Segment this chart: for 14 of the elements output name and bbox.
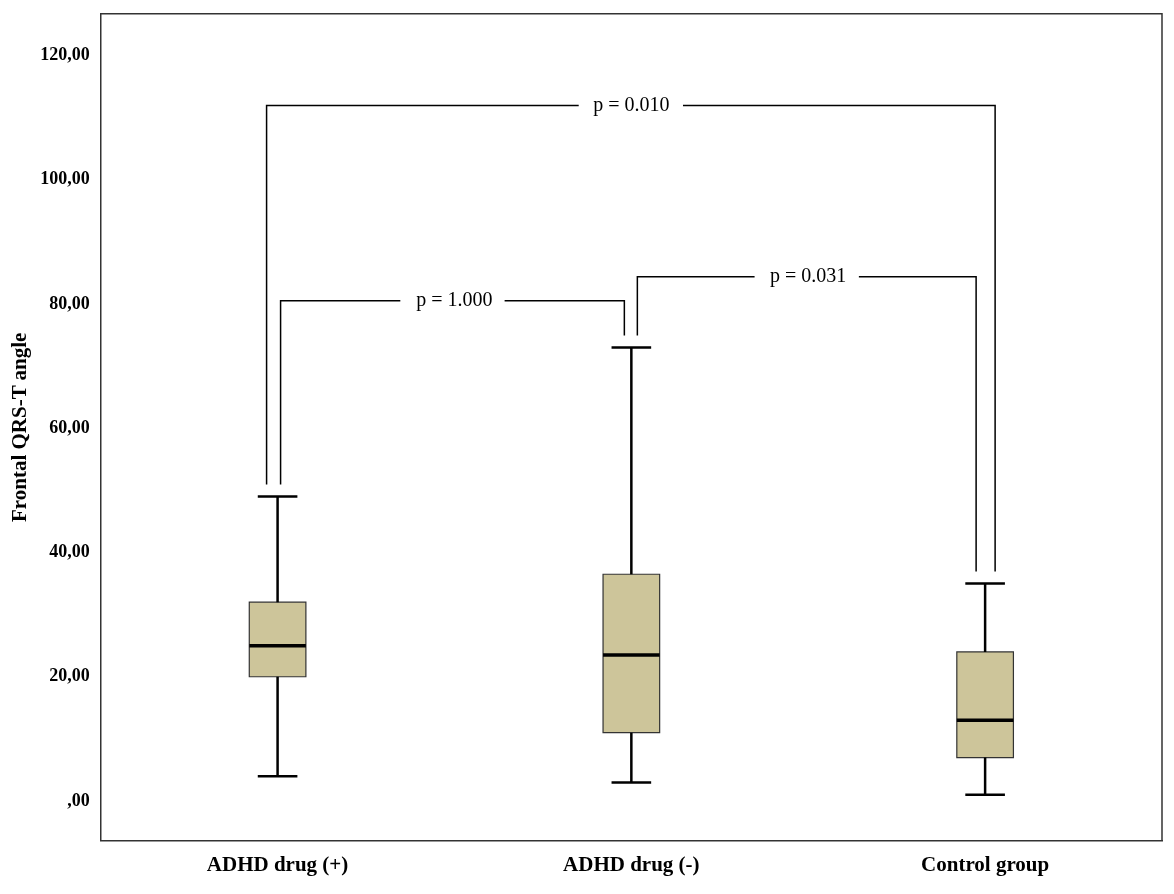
y-tick-label: ,00	[67, 789, 90, 810]
y-tick-label: 60,00	[49, 416, 90, 437]
y-axis-title: Frontal QRS-T angle	[7, 332, 32, 523]
y-tick-label: 100,00	[40, 168, 90, 189]
y-tick-label: 20,00	[49, 665, 90, 686]
x-tick-label: ADHD drug (+)	[206, 851, 349, 876]
annotation: p = 1.000	[416, 288, 493, 312]
x-tick-label: ADHD drug (-)	[563, 851, 700, 876]
y-tick-label: 120,00	[40, 44, 90, 65]
x-tick-label: Control group	[921, 851, 1050, 876]
annotation: p = 0.010	[593, 92, 670, 116]
annotation: p = 0.031	[770, 264, 847, 288]
y-tick-label: 80,00	[49, 292, 90, 313]
y-tick-label: 40,00	[49, 541, 90, 562]
